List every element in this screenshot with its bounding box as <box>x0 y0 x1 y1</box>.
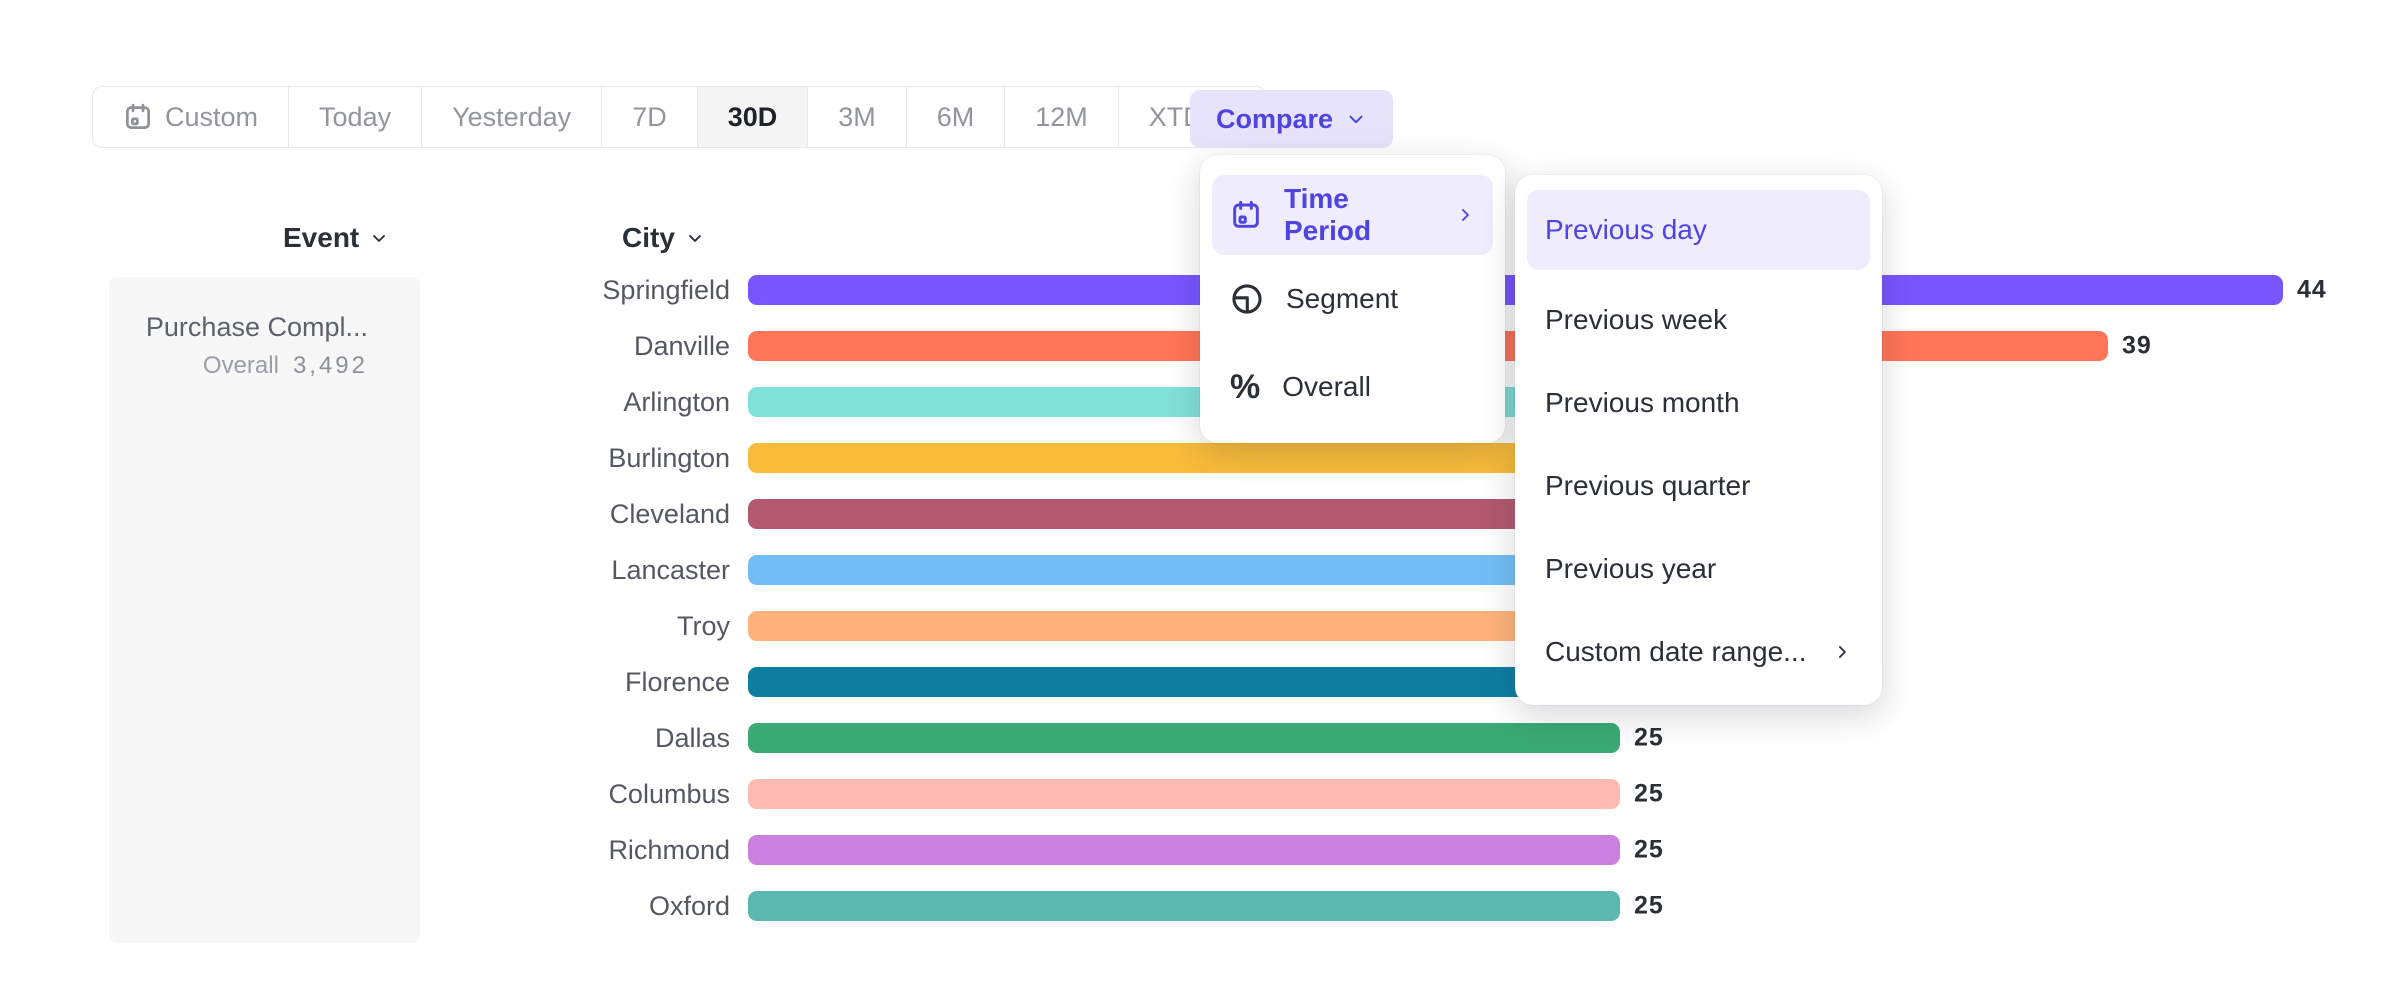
chart-row-florence: Florence <box>0 667 2394 697</box>
date-range-label: 12M <box>1035 101 1088 132</box>
date-range-3m[interactable]: 3M <box>808 87 907 147</box>
chevron-right-icon <box>1455 205 1475 225</box>
calendar-icon <box>123 102 153 132</box>
event-card[interactable]: Purchase Compl... Overall 3,492 <box>109 277 420 943</box>
menu-item-label: Previous quarter <box>1545 469 1751 501</box>
metric-value: 3,492 <box>292 352 368 379</box>
chart-row-oxford: Oxford 25 <box>0 891 2394 921</box>
bar-value-label: 44 <box>2297 275 2327 304</box>
date-range-12m[interactable]: 12M <box>1005 87 1119 147</box>
city-label: Lancaster <box>611 555 730 585</box>
date-range-yesterday[interactable]: Yesterday <box>422 87 603 147</box>
date-range-toolbar: Custom Today Yesterday 7D 30D 3M 6M 12M XTD <box>92 86 1266 148</box>
chevron-down-icon <box>685 228 705 248</box>
chart-row-dallas: Dallas 25 <box>0 723 2394 753</box>
chart-row-lancaster: Lancaster <box>0 555 2394 585</box>
calendar-icon <box>1230 199 1262 231</box>
bar-value-label: 25 <box>1634 723 1664 752</box>
compare-menu-item-overall[interactable]: % Overall <box>1212 343 1493 431</box>
bar-value-label: 25 <box>1634 835 1664 864</box>
time-period-item-previous-quarter[interactable]: Previous quarter <box>1527 444 1870 527</box>
city-column-label: City <box>622 222 675 253</box>
bar-columbus[interactable] <box>748 779 1620 809</box>
menu-item-label: Previous month <box>1545 386 1740 418</box>
city-label: Oxford <box>648 891 730 921</box>
date-range-custom[interactable]: Custom <box>93 87 290 147</box>
chart-row-burlington: Burlington <box>0 443 2394 473</box>
city-label: Richmond <box>608 835 730 865</box>
compare-menu-item-segment[interactable]: Segment <box>1212 255 1493 343</box>
event-name: Purchase Compl... <box>145 312 368 342</box>
city-label: Florence <box>624 667 730 697</box>
city-label: Columbus <box>608 779 730 809</box>
bar-value-label: 39 <box>2122 331 2152 360</box>
event-column-header[interactable]: Event <box>283 222 389 254</box>
date-range-label: Today <box>319 101 392 132</box>
menu-item-label: Time Period <box>1284 183 1372 246</box>
time-period-item-custom-date-range[interactable]: Custom date range... <box>1527 610 1870 693</box>
time-period-item-previous-day[interactable]: Previous day <box>1527 190 1870 270</box>
time-period-submenu-popover: Previous day Previous week Previous month P… <box>1515 175 1882 705</box>
chart-row-troy: Troy <box>0 611 2394 641</box>
chevron-down-icon <box>369 228 389 248</box>
menu-item-label: Previous day <box>1545 214 1707 245</box>
bar-value-label: 25 <box>1634 891 1664 920</box>
compare-menu-popover: Time Period Segment% Overall <box>1200 155 1505 443</box>
chevron-down-icon <box>1345 108 1367 130</box>
time-period-item-previous-year[interactable]: Previous year <box>1527 527 1870 610</box>
city-column-header[interactable]: City <box>622 222 705 254</box>
chart-row-danville: Danville 39 <box>0 331 2394 361</box>
menu-item-label: Overall <box>1282 371 1371 402</box>
event-column-label: Event <box>283 222 360 253</box>
menu-item-label: Segment <box>1286 283 1399 314</box>
bar-richmond[interactable] <box>748 835 1620 865</box>
chart-row-richmond: Richmond 25 <box>0 835 2394 865</box>
city-label: Arlington <box>623 387 730 417</box>
menu-item-label: Custom date range... <box>1545 635 1807 667</box>
date-range-label: 7D <box>632 101 667 132</box>
date-range-label: Yesterday <box>452 101 572 132</box>
event-metric: Overall 3,492 <box>109 352 368 380</box>
compare-button[interactable]: Compare <box>1190 90 1394 148</box>
chevron-right-icon <box>1832 642 1852 662</box>
date-range-today[interactable]: Today <box>289 87 423 147</box>
segment-icon <box>1230 282 1264 316</box>
compare-menu-item-time-period[interactable]: Time Period <box>1212 175 1493 255</box>
date-range-30d[interactable]: 30D <box>697 87 809 147</box>
chart-row-cleveland: Cleveland <box>0 499 2394 529</box>
chart-row-springfield: Springfield 44 <box>0 275 2394 305</box>
bar-oxford[interactable] <box>748 891 1620 921</box>
date-range-6m[interactable]: 6M <box>907 87 1006 147</box>
time-period-item-previous-week[interactable]: Previous week <box>1527 278 1870 361</box>
time-period-item-previous-month[interactable]: Previous month <box>1527 361 1870 444</box>
date-range-label: 3M <box>838 101 876 132</box>
city-label: Burlington <box>608 443 730 473</box>
date-range-label: Custom <box>165 101 259 132</box>
menu-item-label: Previous week <box>1545 303 1728 335</box>
city-label: Danville <box>633 331 730 361</box>
city-label: Springfield <box>602 275 730 305</box>
compare-button-label: Compare <box>1216 103 1334 134</box>
date-range-7d[interactable]: 7D <box>602 87 698 147</box>
city-label: Dallas <box>654 723 730 753</box>
menu-item-label: Previous year <box>1545 552 1717 584</box>
percent-icon: % <box>1230 368 1261 406</box>
city-label: Troy <box>677 611 730 641</box>
date-range-label: 30D <box>727 101 778 132</box>
city-label: Cleveland <box>609 499 730 529</box>
metric-label: Overall <box>202 352 279 379</box>
date-range-label: 6M <box>936 101 975 132</box>
chart-row-columbus: Columbus 25 <box>0 779 2394 809</box>
bar-dallas[interactable] <box>748 723 1620 753</box>
chart-row-arlington: Arlington <box>0 387 2394 417</box>
bar-value-label: 25 <box>1634 779 1664 808</box>
